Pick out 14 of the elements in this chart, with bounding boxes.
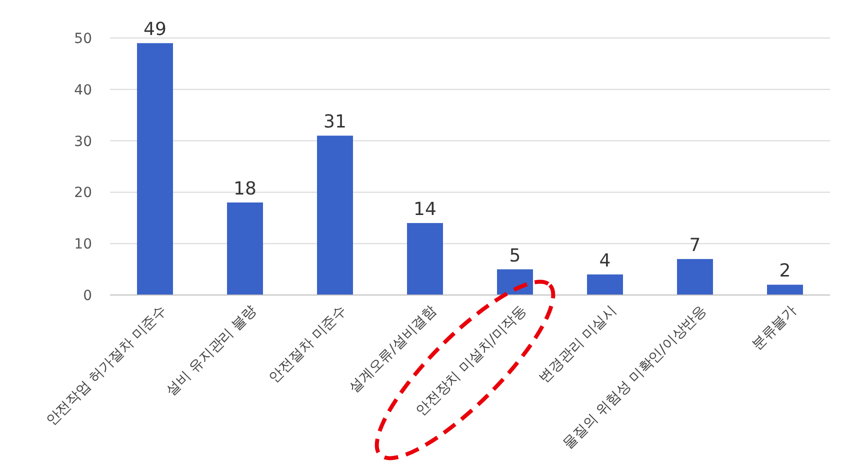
y-tick-label: 20 [74,185,92,202]
data-label: 7 [689,235,701,256]
y-tick-label: 0 [83,288,92,304]
data-label: 5 [509,245,521,266]
data-label: 49 [144,19,166,40]
y-tick-label: 40 [74,82,92,98]
data-label: 31 [324,112,346,133]
data-label: 4 [599,250,611,272]
y-tick-label: 50 [74,31,92,47]
y-tick-label: 30 [74,134,92,150]
data-label: 14 [414,199,436,220]
data-label: 18 [234,178,256,200]
y-tick-label: 10 [74,236,92,253]
data-label: 2 [779,260,791,282]
